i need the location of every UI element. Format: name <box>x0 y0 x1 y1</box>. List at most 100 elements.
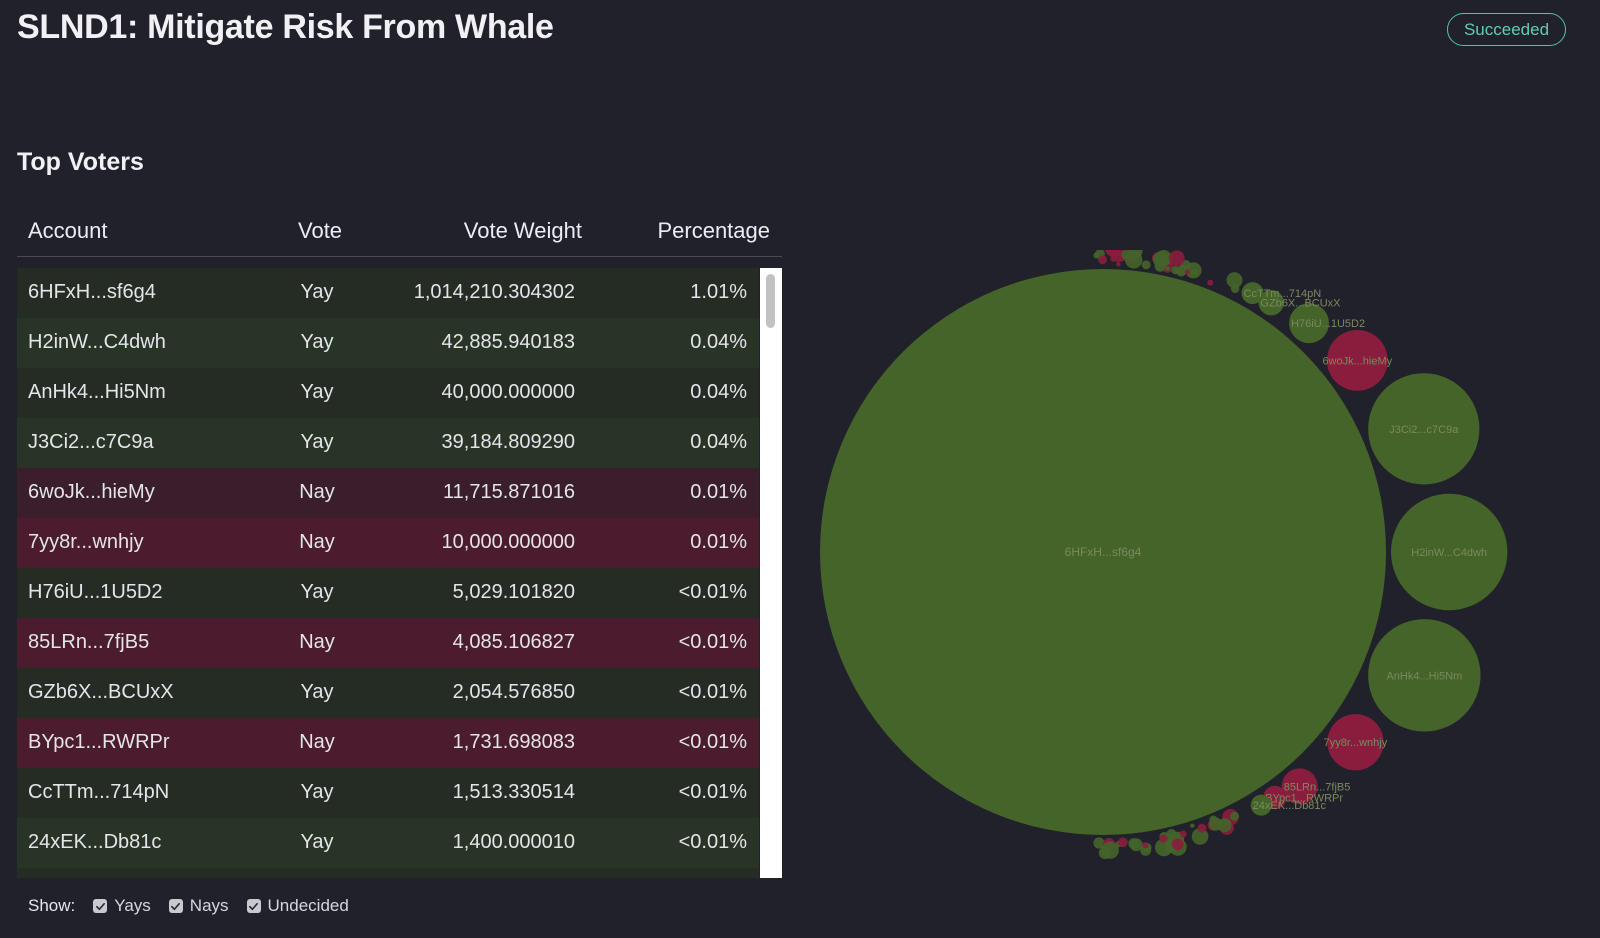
section-title: Top Voters <box>17 148 144 176</box>
vote-weight-cell: 1,014,210.304302 <box>413 281 575 303</box>
bubble-small-nay[interactable] <box>1104 250 1120 257</box>
table-row[interactable]: BYpc1...RWRPr Nay 1,731.698083 <0.01% <box>17 718 759 768</box>
bubble-nay[interactable] <box>1326 329 1388 391</box>
table-row[interactable]: 85LRn...7fjB5 Nay 4,085.106827 <0.01% <box>17 618 759 668</box>
bubble-small-yay[interactable] <box>1167 833 1176 842</box>
percentage-cell: 1.01% <box>690 281 747 303</box>
percentage-cell: 0.01% <box>690 481 747 503</box>
account-cell: GZb6X...BCUxX <box>28 681 174 703</box>
bubble-small-yay[interactable] <box>1217 818 1232 833</box>
bubble-small-nay[interactable] <box>1179 830 1187 838</box>
bubble-label: J3Ci2...c7C9a <box>1389 424 1459 436</box>
table-row[interactable]: AnHk4...Hi5Nm Yay 40,000.000000 0.04% <box>17 368 759 418</box>
bubble-yay[interactable] <box>1368 619 1481 732</box>
bubble-yay[interactable] <box>1391 493 1508 611</box>
table-row-partial[interactable] <box>17 868 759 878</box>
show-label: Show: <box>28 896 76 915</box>
bubble-small-nay[interactable] <box>1207 279 1214 286</box>
table-scrollbar[interactable] <box>760 268 782 878</box>
table-row[interactable]: GZb6X...BCUxX Yay 2,054.576850 <0.01% <box>17 668 759 718</box>
bubble-small-yay[interactable] <box>1155 250 1172 267</box>
bubble-nay[interactable] <box>1281 768 1318 805</box>
percentage-cell: <0.01% <box>678 731 747 753</box>
table-row[interactable]: H2inW...C4dwh Yay 42,885.940183 0.04% <box>17 318 759 368</box>
filter-undecided[interactable]: Undecided <box>246 896 349 916</box>
bubble-small-yay[interactable] <box>1165 266 1170 271</box>
account-cell: 6HFxH...sf6g4 <box>28 281 156 303</box>
column-header-account[interactable]: Account <box>28 218 108 243</box>
vote-cell: Yay <box>300 781 334 803</box>
scrollbar-thumb[interactable] <box>766 274 775 328</box>
bubble-small-nay[interactable] <box>1110 254 1118 262</box>
vote-weight-cell: 42,885.940183 <box>441 331 575 353</box>
table-row[interactable]: 7yy8r...wnhjy Nay 10,000.000000 0.01% <box>17 518 759 568</box>
bubble-small-yay[interactable] <box>1226 272 1243 289</box>
percentage-cell: 0.04% <box>690 331 747 353</box>
column-header-percentage[interactable]: Percentage <box>657 218 770 243</box>
bubble-small-yay[interactable] <box>1093 837 1105 849</box>
percentage-cell: <0.01% <box>678 631 747 653</box>
bubble-yay[interactable] <box>1250 794 1272 816</box>
table-row[interactable]: CcTTm...714pN Yay 1,513.330514 <0.01% <box>17 768 759 818</box>
bubble-label: AnHk4...Hi5Nm <box>1386 670 1462 682</box>
bubble-small-yay[interactable] <box>1176 266 1187 277</box>
table-row[interactable]: H76iU...1U5D2 Yay 5,029.101820 <0.01% <box>17 568 759 618</box>
bubble-small-nay[interactable] <box>1169 250 1185 267</box>
bubble-label: 6HFxH...sf6g4 <box>1065 545 1142 559</box>
filter-nays[interactable]: Nays <box>168 896 229 916</box>
account-cell: 7yy8r...wnhjy <box>28 531 144 553</box>
bubble-small-yay[interactable] <box>1191 828 1209 845</box>
table-row[interactable]: 24xEK...Db81c Yay 1,400.000010 <0.01% <box>17 818 759 868</box>
bubble-label: GZb6X...BCUxX <box>1260 298 1341 310</box>
bubble-small-nay[interactable] <box>1118 837 1128 848</box>
bubble-small-nay[interactable] <box>1116 261 1121 267</box>
vote-cell: Yay <box>300 681 334 703</box>
bubble-small-yay[interactable] <box>1093 252 1100 259</box>
table-row[interactable]: J3Ci2...c7C9a Yay 39,184.809290 0.04% <box>17 418 759 468</box>
checkbox-checked-icon[interactable] <box>93 899 108 913</box>
bubble-label: CcTTm...714pN <box>1244 288 1322 300</box>
bubble-small-nay[interactable] <box>1197 823 1207 833</box>
bubble-small-yay[interactable] <box>1190 823 1195 828</box>
checkbox-checked-icon[interactable] <box>168 899 183 913</box>
bubble-yay[interactable] <box>1241 282 1264 305</box>
bubble-small-nay[interactable] <box>1171 838 1184 851</box>
bubble-label: BYpc1...RWRPr <box>1265 792 1343 804</box>
account-cell: CcTTm...714pN <box>28 781 170 803</box>
account-cell: J3Ci2...c7C9a <box>28 431 154 453</box>
bubble-small-nay[interactable] <box>1098 255 1108 265</box>
column-header-vote[interactable]: Vote <box>298 218 343 243</box>
bubble-yay[interactable] <box>820 269 1386 835</box>
bubble-yay[interactable] <box>1258 289 1284 316</box>
vote-cell: Yay <box>300 381 334 403</box>
vote-weight-cell: 5,029.101820 <box>452 581 575 603</box>
bubble-small-nay[interactable] <box>1159 834 1168 843</box>
column-header-vote-weight[interactable]: Vote Weight <box>463 218 582 243</box>
filter-yays[interactable]: Yays <box>93 896 151 916</box>
bubble-small-nay[interactable] <box>1184 269 1190 275</box>
account-cell: 85LRn...7fjB5 <box>28 631 150 653</box>
filter-nays-label: Nays <box>189 896 229 915</box>
table-row[interactable]: 6woJk...hieMy Nay 11,715.871016 0.01% <box>17 468 759 518</box>
bubble-small-yay[interactable] <box>1125 251 1143 269</box>
bubble-small-yay[interactable] <box>1185 262 1202 279</box>
bubble-small-yay[interactable] <box>1128 838 1140 850</box>
bubble-small-yay[interactable] <box>1141 260 1151 270</box>
bubble-small-nay[interactable] <box>1142 842 1149 849</box>
account-cell: AnHk4...Hi5Nm <box>28 381 166 403</box>
account-cell: H2inW...C4dwh <box>28 331 166 353</box>
account-cell: BYpc1...RWRPr <box>28 731 170 753</box>
bubble-yay[interactable] <box>1368 373 1480 485</box>
vote-weight-cell: 1,731.698083 <box>452 731 575 753</box>
percentage-cell: 0.04% <box>690 381 747 403</box>
table-row[interactable]: 6HFxH...sf6g4 Yay 1,014,210.304302 1.01% <box>17 268 759 318</box>
vote-weight-cell: 11,715.871016 <box>443 481 575 503</box>
bubble-nay[interactable] <box>1327 714 1384 771</box>
bubble-small-yay[interactable] <box>1098 846 1112 860</box>
bubble-yay[interactable] <box>1289 303 1329 344</box>
checkbox-checked-icon[interactable] <box>246 899 261 913</box>
percentage-cell: <0.01% <box>678 781 747 803</box>
percentage-cell: 0.01% <box>690 531 747 553</box>
percentage-cell: <0.01% <box>678 581 747 603</box>
bubble-small-yay[interactable] <box>1229 811 1240 821</box>
